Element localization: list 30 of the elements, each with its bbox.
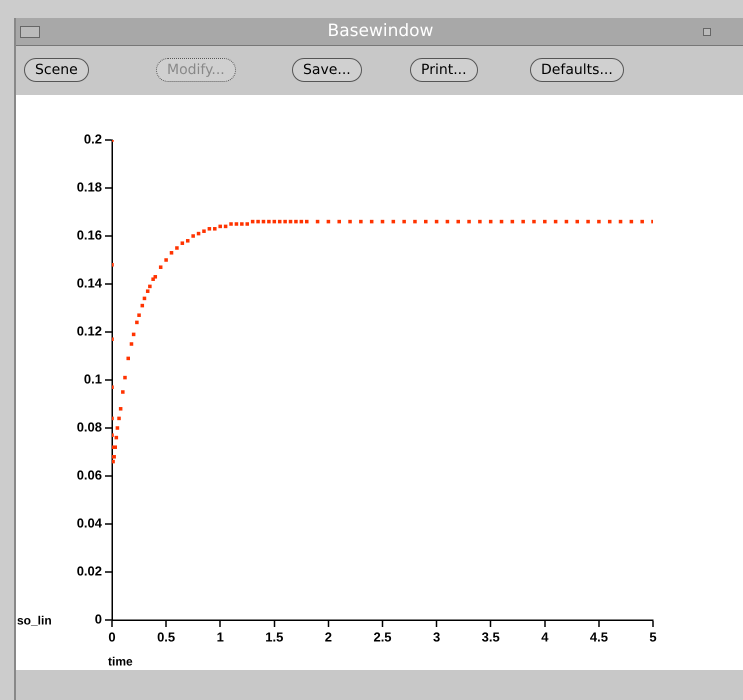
text: Save...: [292, 58, 362, 82]
y-tick-label: 0.16: [76, 228, 102, 243]
x-tick-label: 4: [541, 629, 550, 644]
x-tick-label: 4.5: [590, 629, 608, 644]
x-tick-label: 1: [216, 629, 224, 644]
text: Scene: [24, 58, 89, 82]
y-axis-title: so_lin: [17, 613, 52, 628]
y-tick-label: 0.2: [84, 132, 102, 147]
y-tick-label: 0.08: [76, 420, 102, 435]
y-tick-label: 0.1: [84, 372, 102, 387]
text: Modify...: [156, 58, 236, 82]
y-tick-label: 0.12: [76, 324, 102, 339]
y-tick-label: 0.18: [76, 180, 102, 195]
x-tick-label: 3: [432, 629, 440, 644]
y-tick-label: 0.04: [76, 516, 103, 531]
x-axis-title: time: [108, 654, 133, 668]
x-tick-label: 2: [324, 629, 332, 644]
x-tick-label: 0: [108, 629, 116, 644]
text: Defaults...: [530, 58, 624, 82]
y-tick-label: 0.14: [76, 276, 103, 291]
x-tick-label: 0.5: [157, 629, 176, 644]
x-tick-label: 5: [649, 629, 657, 644]
chart-title: Basewindow: [16, 18, 743, 46]
x-tick-label: 1.5: [265, 629, 284, 644]
y-tick-label: 0.02: [76, 564, 102, 579]
y-tick-label: 0.06: [76, 468, 102, 483]
text: Print...: [410, 58, 478, 82]
x-tick-label: 2.5: [373, 629, 392, 644]
x-tick-label: 3.5: [482, 629, 500, 644]
y-tick-label: 0: [94, 612, 102, 627]
